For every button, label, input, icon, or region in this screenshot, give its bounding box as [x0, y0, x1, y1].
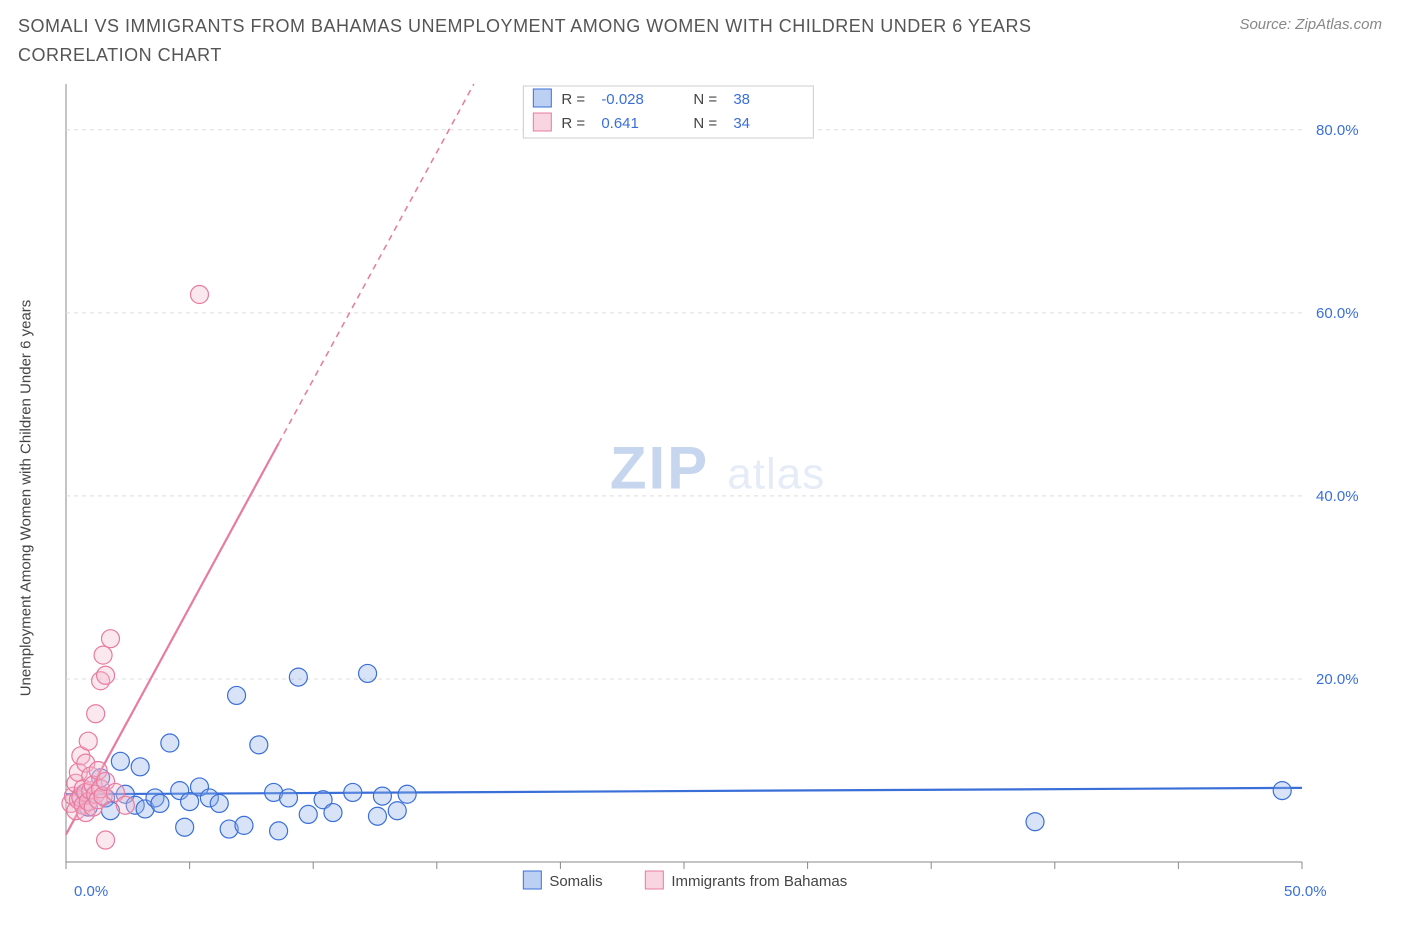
data-point-bahamas — [101, 629, 119, 647]
data-point-bahamas — [190, 285, 208, 303]
data-point-somalis — [359, 664, 377, 682]
data-point-somalis — [398, 785, 416, 803]
legend-r-value-somalis: -0.028 — [601, 91, 644, 108]
data-point-somalis — [228, 686, 246, 704]
y-tick-label: 80.0% — [1316, 121, 1359, 138]
y-axis-label: Unemployment Among Women with Children U… — [18, 299, 35, 696]
data-point-somalis — [299, 805, 317, 823]
y-tick-label: 40.0% — [1316, 487, 1359, 504]
bottom-legend-label-bahamas: Immigrants from Bahamas — [671, 873, 847, 890]
data-point-somalis — [373, 787, 391, 805]
data-point-somalis — [1273, 781, 1291, 799]
legend-n-label: N = — [693, 115, 717, 132]
data-point-somalis — [235, 816, 253, 834]
watermark-zip: ZIP — [610, 434, 709, 501]
data-point-somalis — [250, 735, 268, 753]
data-point-somalis — [111, 752, 129, 770]
data-point-somalis — [161, 734, 179, 752]
data-point-somalis — [210, 794, 228, 812]
x-tick-label: 50.0% — [1284, 883, 1327, 900]
data-point-somalis — [368, 807, 386, 825]
page-title: SOMALI VS IMMIGRANTS FROM BAHAMAS UNEMPL… — [18, 12, 1138, 70]
bottom-legend-swatch-bahamas — [645, 871, 663, 889]
correlation-scatter-chart: 20.0% 40.0% 60.0% 80.0% ZIP atlas 0.0% 50.0% R =… — [18, 78, 1378, 918]
source-attribution: Source: ZipAtlas.com — [1239, 12, 1382, 33]
trend-line-somalis — [66, 787, 1302, 793]
legend-n-value-somalis: 38 — [733, 91, 750, 108]
data-point-somalis — [270, 821, 288, 839]
data-point-bahamas — [116, 796, 134, 814]
data-point-bahamas — [97, 831, 115, 849]
data-point-bahamas — [87, 704, 105, 722]
legend-n-value-bahamas: 34 — [733, 115, 750, 132]
data-point-somalis — [176, 818, 194, 836]
legend-r-label: R = — [561, 91, 585, 108]
data-point-somalis — [344, 783, 362, 801]
data-point-somalis — [131, 757, 149, 775]
legend-swatch-bahamas — [533, 113, 551, 131]
y-tick-label: 60.0% — [1316, 304, 1359, 321]
data-point-somalis — [324, 803, 342, 821]
data-point-bahamas — [79, 732, 97, 750]
bottom-legend-label-somalis: Somalis — [549, 873, 602, 890]
legend-n-label: N = — [693, 91, 717, 108]
data-point-somalis — [388, 801, 406, 819]
legend-swatch-somalis — [533, 89, 551, 107]
trend-line-dashed-bahamas — [279, 84, 474, 443]
legend-r-value-bahamas: 0.641 — [601, 115, 639, 132]
legend-r-label: R = — [561, 115, 585, 132]
y-tick-label: 20.0% — [1316, 671, 1359, 688]
data-point-somalis — [289, 668, 307, 686]
data-point-bahamas — [94, 646, 112, 664]
data-point-somalis — [1026, 812, 1044, 830]
watermark-atlas: atlas — [727, 449, 825, 498]
data-point-somalis — [151, 794, 169, 812]
x-tick-label: 0.0% — [74, 883, 108, 900]
data-point-somalis — [279, 789, 297, 807]
bottom-legend-swatch-somalis — [523, 871, 541, 889]
data-point-bahamas — [97, 666, 115, 684]
